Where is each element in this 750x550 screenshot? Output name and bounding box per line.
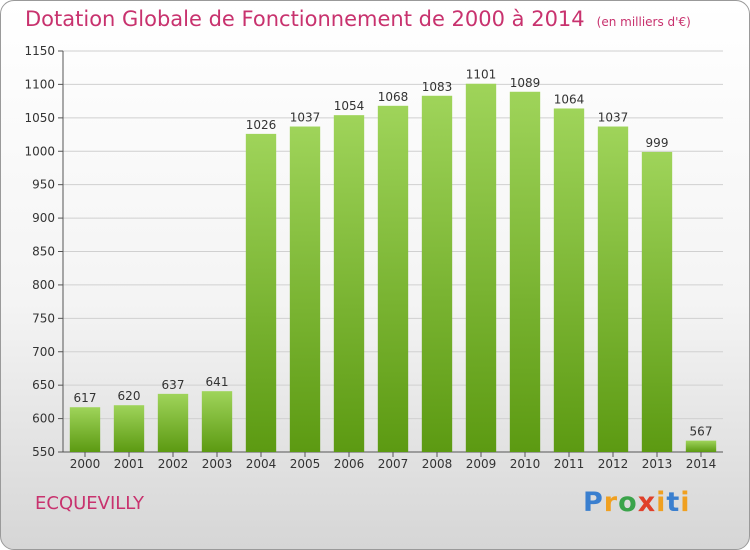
bar-layer [69,83,717,453]
bar-2008 [421,95,453,453]
x-tick-label: 2012 [598,457,629,471]
x-tick-label: 2000 [70,457,101,471]
y-tick-label: 750 [32,311,55,325]
bar-2007 [377,105,409,452]
data-label: 620 [118,389,141,403]
x-tick-label: 2003 [202,457,233,471]
bar-2003 [201,391,233,452]
x-tick-label: 2009 [466,457,497,471]
y-tick-label: 1000 [24,144,55,158]
x-tick-label: 2001 [114,457,145,471]
bar-2006 [333,115,365,452]
y-tick-label: 850 [32,245,55,259]
bar-2001 [113,405,145,452]
x-tick-label: 2008 [422,457,453,471]
bar-2013 [641,151,673,452]
bar-2012 [597,126,629,452]
proxiti-logo: Proxiti [583,487,691,518]
chart-subtitle: (en milliers d'€) [596,15,691,29]
y-tick-label: 1050 [24,111,55,125]
data-label: 1037 [598,111,629,125]
x-tick-label: 2007 [378,457,409,471]
chart-title-text: Dotation Globale de Fonctionnement de 20… [25,7,585,31]
chart-title: Dotation Globale de Fonctionnement de 20… [25,7,691,31]
x-tick-label: 2005 [290,457,321,471]
x-tick-label: 2011 [554,457,585,471]
logo-letter: i [656,487,667,518]
x-tick-label: 2014 [686,457,717,471]
bar-2009 [465,83,497,452]
bar-2011 [553,108,585,452]
data-label: 637 [162,378,185,392]
bar-2004 [245,133,277,452]
logo-letter: x [637,487,657,518]
data-label: 617 [74,391,97,405]
data-label: 1054 [334,99,365,113]
data-label: 1037 [290,111,321,125]
commune-name: ECQUEVILLY [35,493,144,514]
bar-2005 [289,126,321,452]
x-tick-label: 2013 [642,457,673,471]
bar-2010 [509,91,541,452]
x-tick-label: 2006 [334,457,365,471]
data-label: 1089 [510,76,541,90]
logo-letter: t [666,487,681,518]
logo-letter: o [618,487,638,518]
data-label: 1101 [466,68,497,82]
data-label: 999 [646,136,669,150]
data-label: 1026 [246,118,277,132]
data-label: 1068 [378,90,409,104]
x-tick-label: 2002 [158,457,189,471]
y-tick-label: 600 [32,412,55,426]
y-tick-label: 900 [32,211,55,225]
bar-2014 [685,440,717,452]
y-tick-label: 800 [32,278,55,292]
y-tick-label: 550 [32,445,55,459]
logo-letter: r [603,487,619,518]
y-tick-label: 1100 [24,77,55,91]
data-label: 1083 [422,80,453,94]
x-tick-label: 2010 [510,457,541,471]
bar-2000 [69,407,101,452]
y-tick-label: 700 [32,345,55,359]
y-tick-label: 1150 [24,44,55,58]
logo-letter: P [583,487,604,518]
data-label: 1064 [554,92,585,106]
data-label: 567 [690,425,713,439]
data-label: 641 [206,375,229,389]
y-tick-label: 950 [32,178,55,192]
label-layer: 617 620 637 641 1026 1037 1054 1068 1083 1101 1089… [74,68,713,439]
bar-2002 [157,393,189,452]
x-tick-label: 2004 [246,457,277,471]
y-tick-label: 650 [32,378,55,392]
logo-letter: i [680,487,691,518]
axis-layer: 550 600 650 700 750 800 850 900 950 1000 1050 1100 1… [24,44,723,471]
